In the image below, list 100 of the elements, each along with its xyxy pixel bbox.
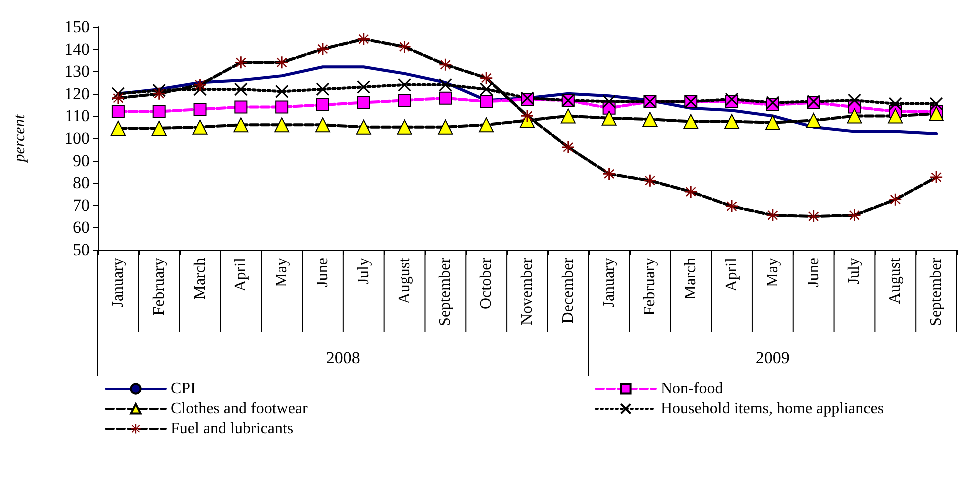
point [356, 120, 372, 135]
point [806, 113, 822, 128]
point [480, 72, 493, 84]
x-tick-label: March [682, 258, 700, 300]
point [808, 210, 820, 223]
y-tick-label: 110 [65, 106, 90, 126]
point [438, 78, 452, 92]
y-tick-label: 80 [73, 174, 90, 193]
point [888, 108, 904, 124]
x-tick-label: July [846, 258, 864, 285]
point [234, 118, 249, 133]
x-tick-label: December [560, 257, 577, 324]
point [276, 100, 289, 114]
point [398, 78, 412, 92]
point [194, 78, 206, 91]
point [766, 209, 779, 222]
point [357, 96, 370, 110]
legend-label: Non-food [661, 380, 724, 398]
point [398, 41, 411, 54]
y-tick-label: 120 [64, 84, 90, 104]
x-tick-label: June [805, 258, 822, 288]
point [235, 56, 248, 69]
y-tick-label: 140 [64, 40, 90, 59]
y-axis-title: percent [12, 114, 28, 164]
point [276, 56, 288, 69]
y-tick-label: 50 [73, 240, 90, 260]
point [602, 94, 616, 108]
text: 2009 [756, 348, 790, 368]
x-tick-label: February [642, 258, 659, 316]
point [765, 115, 780, 130]
point [153, 88, 166, 100]
point [439, 92, 452, 105]
point [112, 105, 125, 118]
point [152, 105, 166, 118]
point [234, 100, 248, 114]
point [480, 95, 494, 108]
point [438, 120, 454, 135]
y-tick-label: 100 [64, 129, 90, 148]
x-tick-label: May [274, 258, 291, 288]
point [192, 120, 208, 135]
x-tick-label: January [110, 258, 127, 308]
y-tick-label: 150 [64, 18, 90, 36]
point [929, 106, 944, 122]
point [684, 114, 699, 130]
point [397, 120, 412, 135]
point [848, 94, 862, 108]
point [398, 94, 412, 108]
legend-label: CPI [171, 380, 196, 398]
point [152, 120, 167, 136]
point [890, 194, 902, 206]
point [930, 97, 944, 111]
y-tick-label: 70 [73, 196, 90, 215]
point [358, 33, 370, 46]
point [930, 172, 943, 184]
legend-label: Clothes and footwear [171, 400, 309, 418]
point [644, 174, 656, 187]
x-tick-label: January [600, 258, 618, 308]
point [315, 118, 330, 133]
point [316, 43, 329, 56]
point [560, 108, 576, 124]
point [316, 82, 330, 96]
point [480, 82, 494, 96]
point [562, 141, 574, 154]
point [316, 98, 330, 112]
x-tick-label: November [519, 257, 536, 326]
point [274, 118, 290, 133]
x-tick-label: February [150, 258, 168, 316]
point [110, 120, 126, 136]
point [112, 92, 124, 104]
point [152, 84, 166, 98]
y-tick-label: 130 [64, 62, 90, 82]
y-tick-label: 90 [73, 151, 90, 170]
y-tick-label: 60 [73, 218, 90, 238]
point [848, 209, 861, 222]
point [642, 112, 658, 128]
point [194, 82, 208, 96]
x-tick-label: August [396, 257, 414, 304]
x-tick-label: October [478, 257, 496, 310]
point [603, 168, 616, 180]
x-tick-label: September [928, 257, 946, 326]
point [725, 92, 739, 106]
point [685, 186, 698, 198]
x-tick-label: July [355, 258, 372, 285]
text: 2008 [326, 348, 360, 368]
point [275, 84, 289, 98]
x-tick-label: August [887, 257, 904, 304]
point [766, 96, 780, 110]
point [602, 110, 617, 126]
point [724, 114, 740, 130]
point [234, 82, 248, 96]
legend-label: Fuel and lubricants [171, 420, 294, 438]
point [194, 103, 207, 116]
point [479, 118, 494, 133]
legend-label: Household items, home appliances [661, 400, 884, 418]
x-tick-label: April [724, 257, 741, 292]
point [847, 108, 862, 124]
point [112, 87, 126, 101]
x-tick-label: May [764, 258, 782, 288]
point [888, 97, 902, 111]
point [440, 58, 452, 71]
